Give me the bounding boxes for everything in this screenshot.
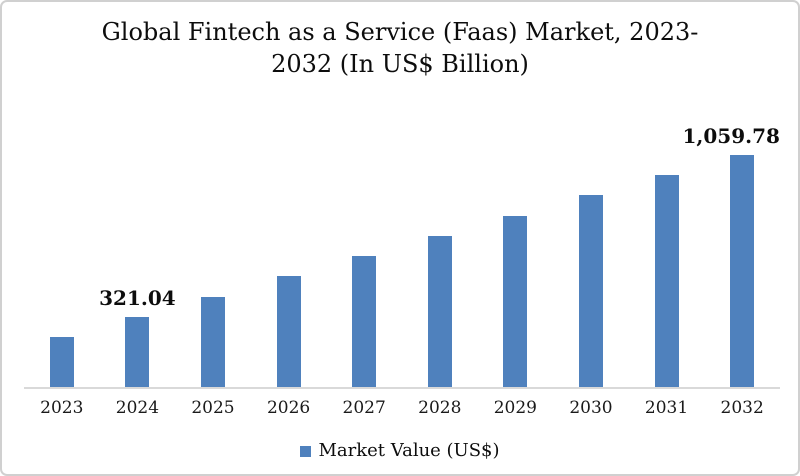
bar-slot-2030 bbox=[553, 131, 629, 387]
bar-slot-2032: 1,059.78 bbox=[683, 124, 780, 387]
data-label-2032: 1,059.78 bbox=[682, 124, 780, 148]
x-tick-2030: 2030 bbox=[569, 398, 613, 418]
x-tick-2023: 2023 bbox=[40, 398, 84, 418]
bar-2026 bbox=[276, 276, 301, 387]
bar-2030 bbox=[578, 195, 603, 387]
bar-slot-2025 bbox=[175, 131, 251, 387]
x-tick-2027: 2027 bbox=[342, 398, 386, 418]
legend-swatch-icon bbox=[300, 446, 312, 457]
bar-slot-2029 bbox=[478, 131, 554, 387]
bar-2027 bbox=[352, 256, 377, 387]
bar-slot-2027 bbox=[326, 131, 402, 387]
x-tick-2025: 2025 bbox=[191, 398, 235, 418]
bar-2024 bbox=[125, 316, 150, 387]
bar-2025 bbox=[200, 296, 225, 387]
bar-2023 bbox=[49, 336, 74, 387]
legend: Market Value (US$) bbox=[2, 440, 798, 461]
x-tick-2024: 2024 bbox=[115, 398, 160, 418]
x-tick-2032: 2032 bbox=[720, 398, 764, 418]
data-label-2024: 321.04 bbox=[99, 285, 176, 310]
x-axis-labels: 2023 2024 2025 2026 2027 2028 2029 2030 2031 2032 bbox=[24, 398, 780, 418]
x-tick-2031: 2031 bbox=[644, 398, 689, 418]
x-tick-2029: 2029 bbox=[493, 398, 537, 418]
bar-2029 bbox=[503, 215, 528, 387]
bar-2031 bbox=[654, 175, 679, 387]
bar-2028 bbox=[427, 235, 452, 387]
bar-slot-2026 bbox=[251, 131, 327, 387]
bar-slot-2028 bbox=[402, 131, 478, 387]
x-tick-2028: 2028 bbox=[418, 398, 462, 418]
bar-slot-2031 bbox=[629, 131, 705, 387]
x-tick-2026: 2026 bbox=[266, 398, 311, 418]
x-axis-line bbox=[24, 387, 780, 389]
plot-area: 321.04 1,059.78 bbox=[24, 124, 780, 387]
chart-title: Global Fintech as a Service (Faas) Marke… bbox=[101, 18, 699, 79]
bar-slot-2024: 321.04 bbox=[99, 131, 176, 387]
bar-2032 bbox=[730, 155, 755, 387]
bars-row: 321.04 1,059.78 bbox=[24, 124, 780, 387]
legend-label: Market Value (US$) bbox=[318, 440, 500, 461]
bar-slot-2023 bbox=[24, 131, 100, 387]
